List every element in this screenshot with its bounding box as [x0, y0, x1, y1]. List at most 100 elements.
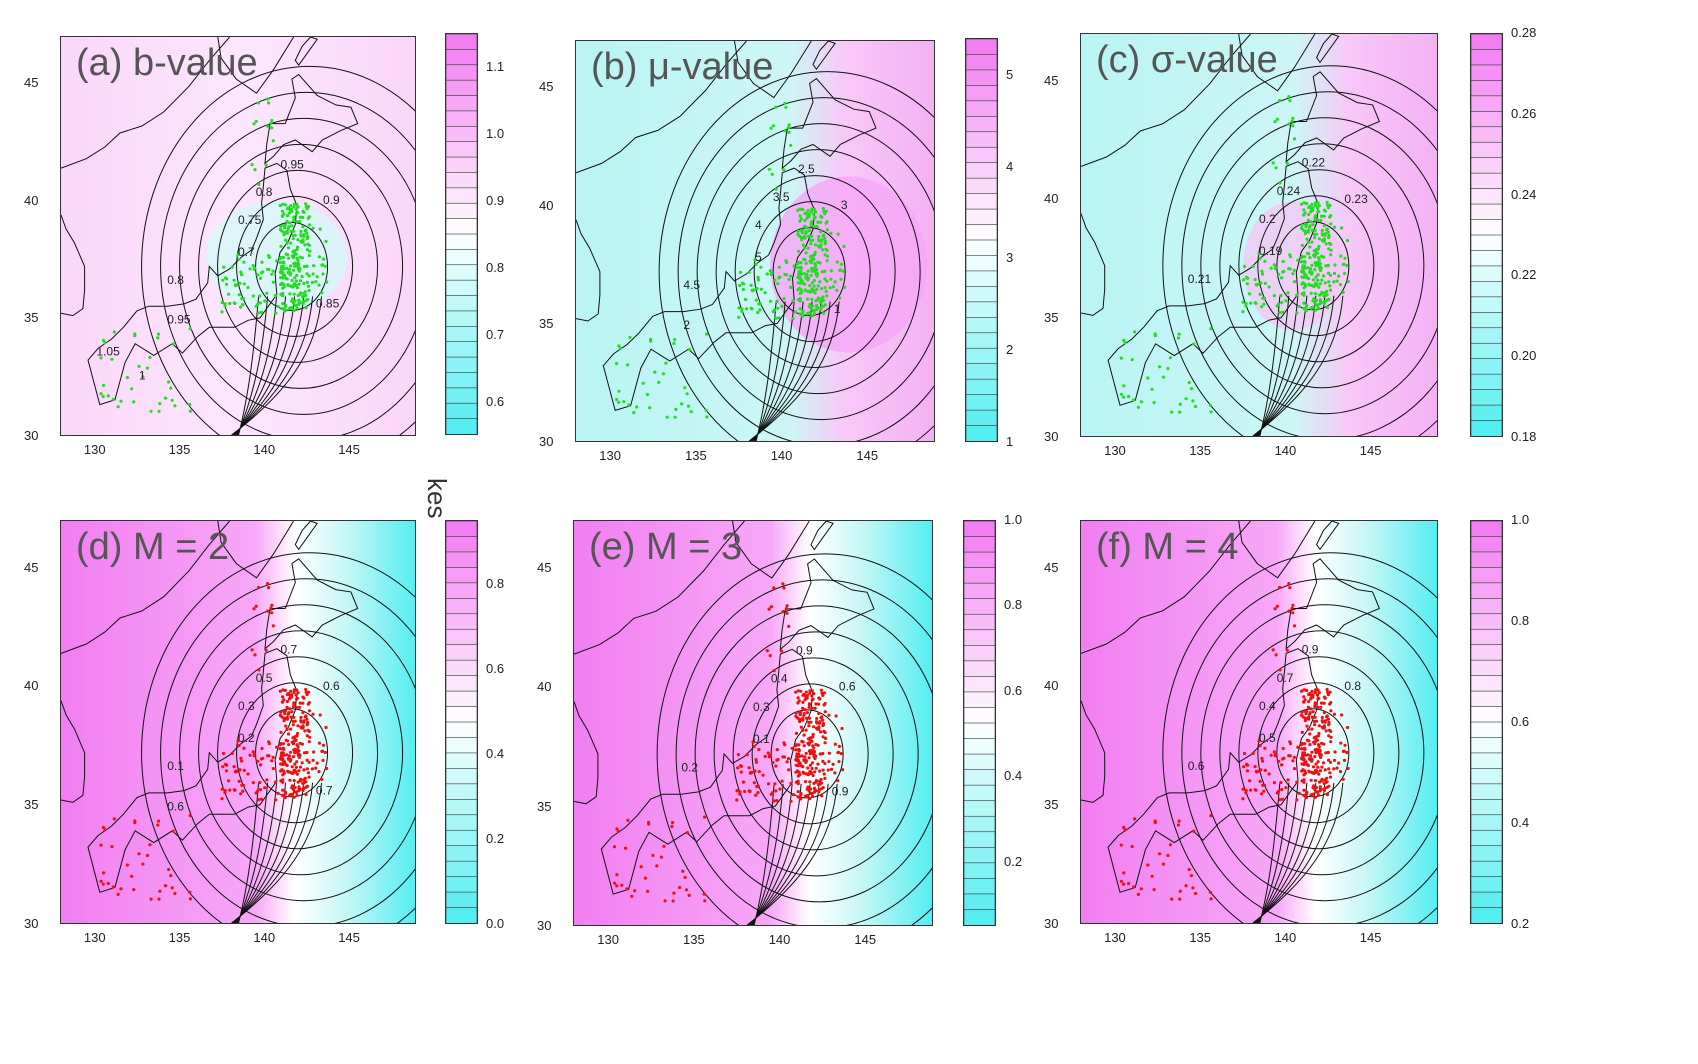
earthquake-point	[295, 793, 299, 797]
colorbar-bin	[964, 645, 995, 662]
earthquake-point	[241, 789, 245, 793]
earthquake-point	[256, 585, 261, 590]
earthquake-point	[279, 742, 283, 746]
earthquake-point	[1345, 238, 1350, 243]
earthquake-point	[801, 243, 805, 247]
contour-line	[750, 301, 822, 441]
earthquake-point	[1292, 767, 1297, 771]
earthquake-point	[814, 766, 818, 770]
contour-line	[753, 301, 795, 441]
earthquake-point	[1327, 247, 1331, 251]
earthquake-point	[1323, 778, 1327, 782]
earthquake-point	[1346, 766, 1350, 771]
earthquake-point	[1123, 341, 1127, 345]
earthquake-point	[1176, 336, 1180, 340]
earthquake-point	[825, 248, 829, 252]
earthquake-point	[1247, 292, 1252, 296]
earthquake-point	[157, 409, 161, 413]
earthquake-point	[1122, 384, 1126, 388]
earthquake-point	[804, 760, 808, 764]
earthquake-point	[294, 279, 298, 283]
contour-label: 1	[139, 368, 146, 382]
earthquake-point	[1328, 203, 1332, 207]
earthquake-point	[810, 210, 814, 214]
earthquake-point	[1327, 767, 1331, 771]
earthquake-point	[1258, 256, 1262, 261]
earthquake-point	[290, 786, 294, 790]
earthquake-point	[818, 769, 822, 773]
earthquake-point	[1278, 668, 1282, 672]
earthquake-point	[813, 770, 817, 774]
earthquake-point	[1328, 273, 1333, 277]
colorbar-bin	[1471, 737, 1502, 754]
earthquake-point	[612, 845, 617, 849]
earthquake-point	[284, 724, 288, 728]
earthquake-point	[816, 284, 820, 288]
earthquake-point	[735, 789, 739, 793]
earthquake-point	[1310, 727, 1314, 731]
earthquake-point	[246, 772, 250, 776]
earthquake-point	[799, 270, 803, 274]
earthquake-point	[794, 763, 798, 767]
earthquake-point	[289, 241, 293, 245]
contour-line	[236, 296, 278, 435]
earthquake-point	[295, 306, 299, 310]
earthquake-point	[1329, 253, 1333, 257]
earthquake-point	[293, 261, 297, 265]
contour-line	[749, 301, 831, 441]
earthquake-point	[643, 876, 647, 880]
earthquake-point	[307, 690, 311, 694]
earthquake-point	[805, 226, 809, 230]
earthquake-point	[781, 610, 785, 614]
earthquake-point	[754, 793, 758, 797]
contour-line	[754, 301, 786, 441]
earthquake-point	[321, 749, 325, 753]
earthquake-point	[312, 264, 316, 268]
colorbar-bin	[1471, 80, 1502, 97]
earthquake-point	[167, 867, 171, 872]
earthquake-point	[258, 301, 263, 305]
earthquake-point	[301, 225, 305, 229]
earthquake-point	[825, 279, 829, 283]
earthquake-point	[1307, 205, 1311, 210]
earthquake-point	[816, 702, 821, 706]
earthquake-point	[295, 760, 299, 764]
earthquake-point	[617, 400, 621, 404]
colorbar-bin	[966, 378, 997, 396]
earthquake-point	[1258, 743, 1262, 748]
earthquake-point	[1130, 358, 1134, 362]
honshu-coast	[1107, 161, 1319, 406]
earthquake-point	[294, 765, 298, 769]
colorbar-bin	[964, 862, 995, 880]
earthquake-point	[813, 312, 817, 316]
earthquake-point	[1301, 768, 1305, 772]
earthquake-point	[827, 760, 831, 764]
earthquake-point	[297, 262, 301, 266]
colorbar-bin	[966, 317, 997, 334]
x-tick-label: 130	[83, 442, 106, 457]
colorbar-bin	[446, 126, 477, 143]
earthquake-point	[303, 729, 307, 733]
contour-line	[198, 630, 404, 876]
earthquake-point	[1308, 712, 1312, 716]
earthquake-point	[670, 824, 674, 829]
earthquake-point	[289, 715, 293, 719]
earthquake-point	[785, 260, 789, 265]
earthquake-point	[1318, 293, 1322, 297]
earthquake-point	[1249, 301, 1253, 305]
earthquake-point	[307, 775, 311, 779]
earthquake-point	[808, 311, 812, 315]
earthquake-point	[743, 789, 747, 794]
earthquake-point	[275, 745, 279, 749]
contour-line	[1276, 221, 1350, 311]
earthquake-point	[741, 780, 746, 784]
colorbar-bin	[1471, 768, 1502, 785]
earthquake-point	[255, 789, 259, 793]
earthquake-point	[825, 254, 830, 258]
x-tick-label: 145	[1359, 930, 1382, 945]
earthquake-point	[1122, 871, 1126, 875]
earthquake-point	[1157, 852, 1162, 856]
earthquake-point	[286, 732, 291, 736]
earthquake-point	[817, 779, 822, 783]
earthquake-point	[806, 766, 810, 770]
